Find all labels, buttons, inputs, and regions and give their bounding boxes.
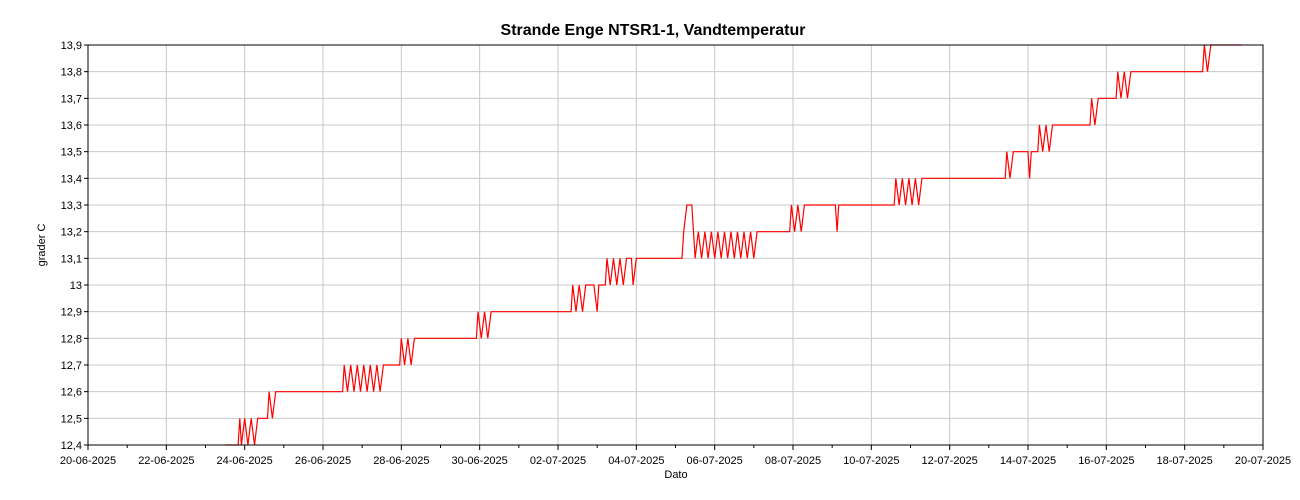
plot-frame — [87, 44, 1264, 446]
y-tick-label: 13,4 — [61, 173, 82, 185]
y-tick-label: 13,8 — [61, 67, 82, 79]
x-tick-label: 26-06-2025 — [295, 455, 351, 467]
x-tick-label: 08-07-2025 — [765, 455, 821, 467]
series-line — [225, 44, 1242, 446]
y-tick-label: 13 — [70, 280, 82, 292]
x-tick-label: 30-06-2025 — [452, 455, 508, 467]
y-tick-label: 12,7 — [61, 360, 82, 372]
x-tick-label: 10-07-2025 — [843, 455, 899, 467]
y-tick-label: 12,5 — [61, 413, 82, 425]
y-tick-label: 13,2 — [61, 227, 82, 239]
y-tick-label: 13,6 — [61, 120, 82, 132]
x-axis: 20-06-2025 22-06-2025 24-06-2025 26-06-2025… — [60, 445, 1291, 467]
y-tick-label: 12,4 — [61, 440, 82, 452]
y-tick-label: 13,1 — [61, 253, 82, 265]
y-tick-label: 12,6 — [61, 387, 82, 399]
x-tick-label: 22-06-2025 — [138, 455, 194, 467]
x-tick-label: 28-06-2025 — [373, 455, 429, 467]
x-tick-label: 24-06-2025 — [217, 455, 273, 467]
x-tick-label: 04-07-2025 — [608, 455, 664, 467]
x-tick-label: 20-06-2025 — [60, 455, 116, 467]
x-tick-label: 14-07-2025 — [1000, 455, 1056, 467]
chart-title: Strande Enge NTSR1-1, Vandtemperatur — [501, 22, 806, 39]
y-tick-label: 13,9 — [61, 40, 82, 52]
y-tick-label: 12,9 — [61, 307, 82, 319]
grid — [88, 44, 1263, 446]
y-tick-label: 13,5 — [61, 147, 82, 159]
x-tick-label: 12-07-2025 — [922, 455, 978, 467]
x-tick-label: 20-07-2025 — [1235, 455, 1291, 467]
y-tick-label: 13,7 — [61, 93, 82, 105]
x-tick-label: 06-07-2025 — [687, 455, 743, 467]
y-tick-label: 12,8 — [61, 333, 82, 345]
y-tick-label: 13,3 — [61, 200, 82, 212]
x-tick-label: 16-07-2025 — [1078, 455, 1134, 467]
x-tick-label: 18-07-2025 — [1157, 455, 1213, 467]
y-axis-label: grader C — [36, 224, 48, 267]
y-axis: 12,4 12,5 12,6 12,7 12,8 12,9 13 13,1 13,2 13,3 13… — [61, 40, 88, 452]
x-axis-label: Dato — [664, 469, 687, 481]
x-tick-label: 02-07-2025 — [530, 455, 586, 467]
